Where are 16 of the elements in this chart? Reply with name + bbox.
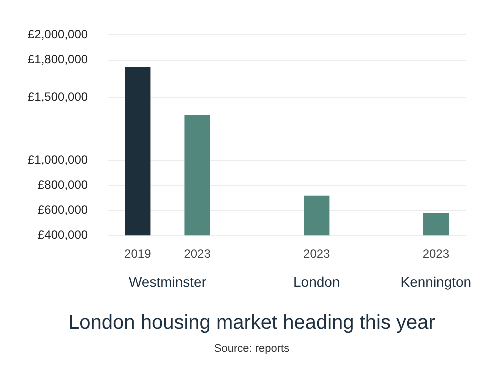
- y-tick-label: £1,800,000: [28, 52, 88, 67]
- x-tick-label: 2023: [304, 247, 331, 262]
- y-tick-label: £1,500,000: [28, 90, 88, 104]
- source-note: Source: reports: [213, 343, 291, 355]
- text: Kennington: [400, 274, 472, 290]
- y-tick-label: £1,000,000: [28, 152, 88, 167]
- x-tick-label: 2023: [422, 247, 450, 262]
- y-tick-label: £600,000: [38, 202, 88, 217]
- y-tick-label: £2,000,000: [28, 28, 88, 42]
- text: Westminster: [128, 274, 207, 290]
- text: London: [294, 274, 340, 290]
- x-tick-label: 2019: [124, 247, 152, 262]
- y-tick-label: £400,000: [38, 228, 88, 242]
- y-tick-label: £800,000: [38, 178, 88, 192]
- text: London housing market heading this year: [68, 312, 436, 335]
- x-tick-label: 2023: [184, 247, 212, 262]
